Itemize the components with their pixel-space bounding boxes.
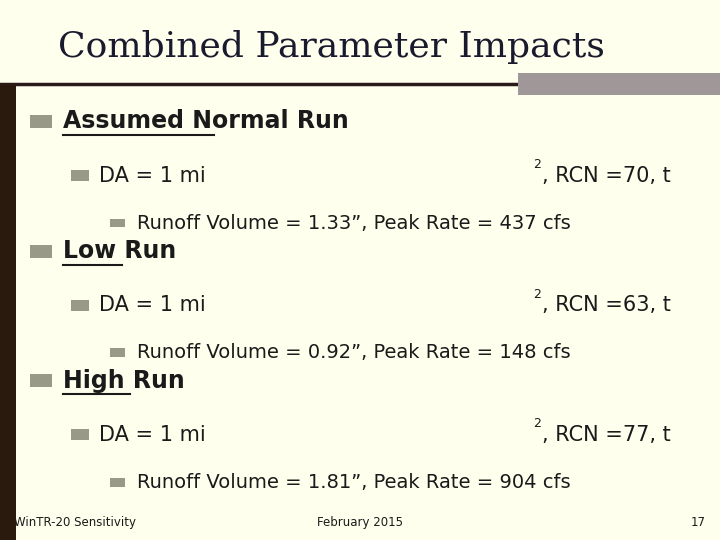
- Text: , RCN =77, t: , RCN =77, t: [542, 424, 670, 445]
- Text: , RCN =70, t: , RCN =70, t: [542, 165, 670, 186]
- Text: Runoff Volume = 1.81”, Peak Rate = 904 cfs: Runoff Volume = 1.81”, Peak Rate = 904 c…: [137, 472, 570, 492]
- Text: Low Run: Low Run: [63, 239, 176, 263]
- Text: 2: 2: [534, 158, 541, 171]
- Text: WinTR-20 Sensitivity: WinTR-20 Sensitivity: [14, 516, 136, 529]
- Text: High Run: High Run: [63, 369, 185, 393]
- Text: Combined Parameter Impacts: Combined Parameter Impacts: [58, 30, 605, 64]
- FancyBboxPatch shape: [110, 478, 125, 487]
- FancyBboxPatch shape: [71, 300, 89, 310]
- FancyBboxPatch shape: [30, 374, 52, 387]
- FancyBboxPatch shape: [110, 348, 125, 357]
- Text: DA = 1 mi: DA = 1 mi: [99, 295, 206, 315]
- FancyBboxPatch shape: [30, 245, 52, 258]
- Text: Runoff Volume = 1.33”, Peak Rate = 437 cfs: Runoff Volume = 1.33”, Peak Rate = 437 c…: [137, 213, 570, 233]
- FancyBboxPatch shape: [30, 115, 52, 128]
- Text: 17: 17: [690, 516, 706, 529]
- FancyBboxPatch shape: [71, 429, 89, 440]
- Text: Runoff Volume = 0.92”, Peak Rate = 148 cfs: Runoff Volume = 0.92”, Peak Rate = 148 c…: [137, 343, 570, 362]
- FancyBboxPatch shape: [71, 170, 89, 181]
- FancyBboxPatch shape: [110, 219, 125, 227]
- Text: 2: 2: [534, 417, 541, 430]
- Text: February 2015: February 2015: [317, 516, 403, 529]
- Text: , RCN =63, t: , RCN =63, t: [542, 295, 671, 315]
- Text: 2: 2: [534, 288, 541, 301]
- Text: DA = 1 mi: DA = 1 mi: [99, 165, 206, 186]
- FancyBboxPatch shape: [0, 84, 16, 540]
- FancyBboxPatch shape: [518, 73, 720, 94]
- Text: Assumed Normal Run: Assumed Normal Run: [63, 110, 349, 133]
- Text: DA = 1 mi: DA = 1 mi: [99, 424, 206, 445]
